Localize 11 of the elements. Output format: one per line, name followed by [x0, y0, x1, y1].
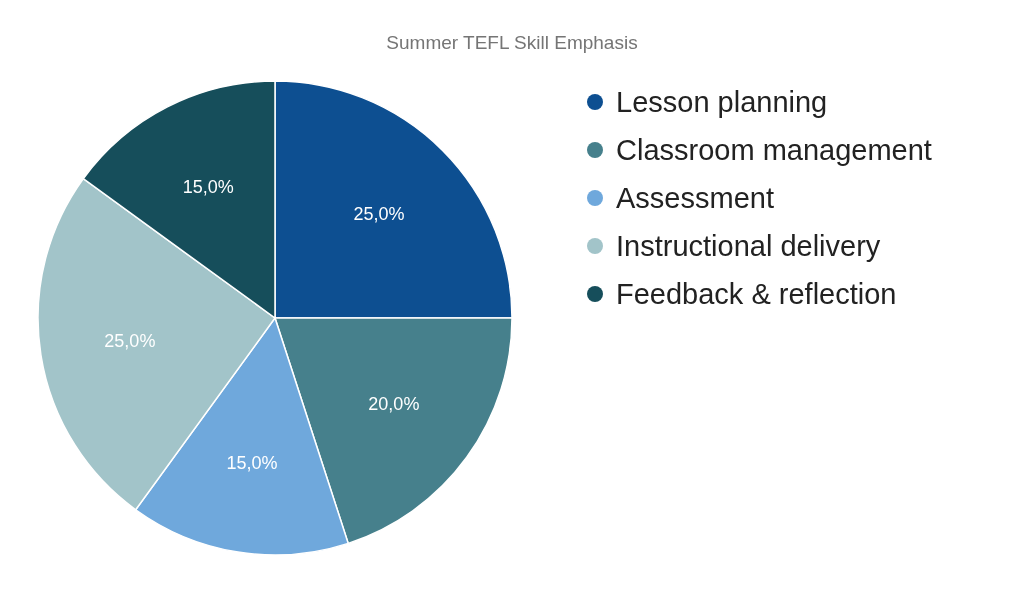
legend-label: Feedback & reflection [616, 277, 897, 311]
legend-label: Classroom management [616, 133, 932, 167]
data-label: 15,0% [182, 177, 234, 198]
legend-label: Assessment [616, 181, 774, 215]
data-label: 15,0% [226, 453, 278, 474]
chart-title: Summer TEFL Skill Emphasis [385, 32, 639, 54]
legend-label: Instructional delivery [616, 229, 881, 263]
data-label: 20,0% [368, 394, 420, 415]
data-label: 25,0% [353, 204, 405, 225]
legend-label: Lesson planning [616, 85, 828, 119]
data-label: 25,0% [104, 330, 156, 351]
